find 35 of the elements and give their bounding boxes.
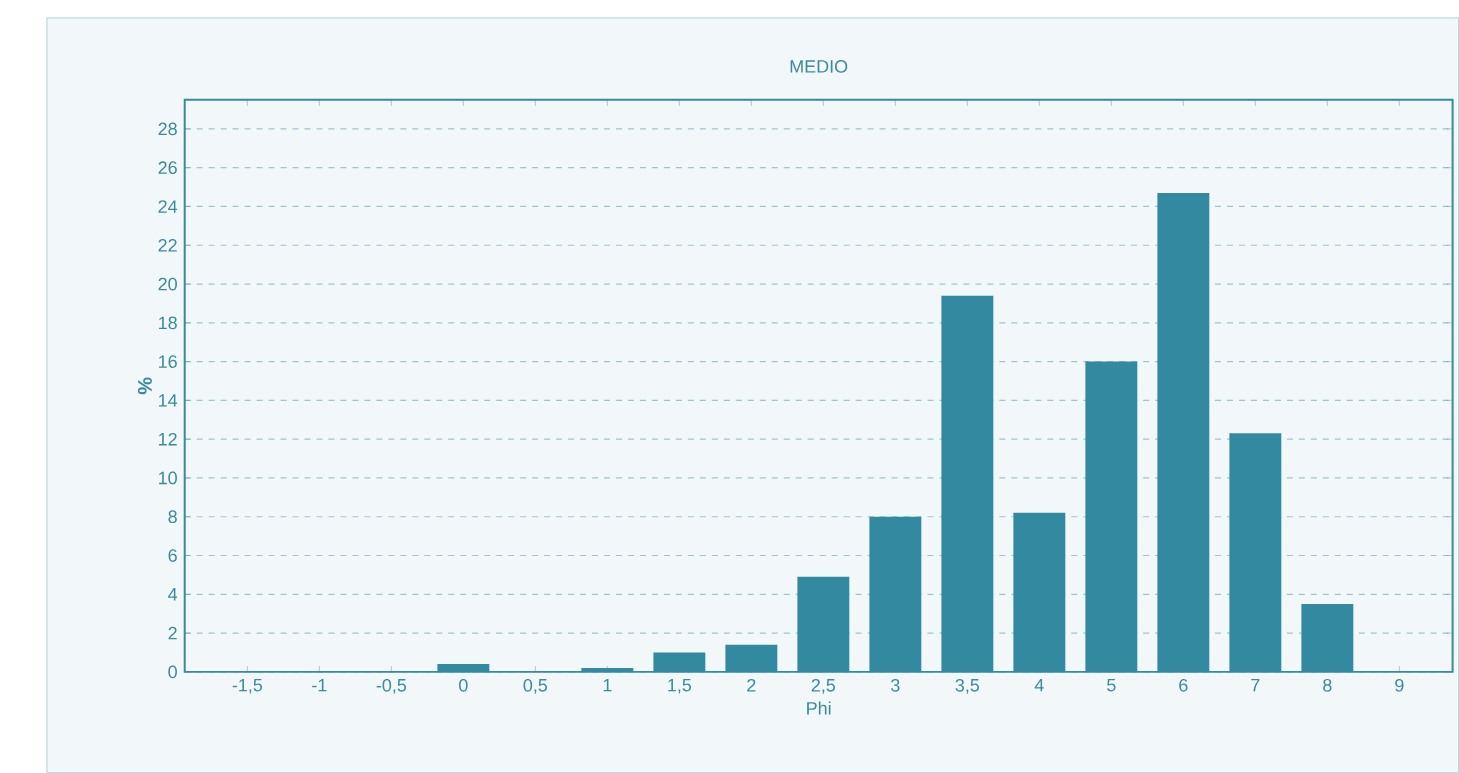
x-tick-label: 2,5	[811, 678, 836, 694]
x-tick-label: 3	[891, 678, 900, 692]
y-tick-label: 28	[158, 122, 177, 136]
x-tick-label: 2	[747, 678, 756, 692]
y-tick-label: 6	[168, 549, 177, 562]
y-tick-label: 24	[158, 200, 178, 213]
x-tick-label: 0	[459, 678, 468, 692]
x-tick-label: 8	[1323, 678, 1332, 692]
y-tick-label: 22	[158, 238, 177, 252]
x-tick-label: 0,5	[523, 678, 548, 694]
x-tick-label: 1	[603, 678, 612, 692]
y-tick-label: 2	[168, 626, 177, 640]
y-tick-label: 14	[159, 394, 178, 407]
x-tick-label: 5	[1107, 678, 1116, 692]
y-tick-label: 18	[159, 316, 177, 330]
x-tick-label: -1	[312, 678, 327, 692]
x-tick-label: 1,5	[668, 678, 692, 694]
y-tick-label: 20	[158, 277, 177, 291]
y-tick-label: 10	[159, 471, 177, 485]
y-axis-title: %	[137, 377, 152, 395]
chart-title: MEDIO	[790, 60, 848, 73]
x-tick-label: -0,5	[376, 678, 407, 694]
x-axis-title: Phi	[807, 701, 831, 715]
x-tick-label: 6	[1179, 678, 1188, 692]
x-tick-label: 9	[1395, 678, 1404, 692]
y-tick-label: 12	[159, 432, 177, 446]
x-tick-label: 7	[1251, 678, 1260, 692]
y-tick-label: 16	[159, 355, 177, 368]
y-tick-label: 4	[168, 588, 178, 601]
y-tick-label: 0	[168, 665, 177, 679]
x-tick-label: -1,5	[232, 678, 263, 694]
x-tick-label: 3,5	[955, 678, 980, 694]
y-tick-label: 8	[168, 510, 177, 524]
y-tick-label: 26	[158, 161, 177, 175]
x-tick-label: 4	[1034, 678, 1044, 692]
